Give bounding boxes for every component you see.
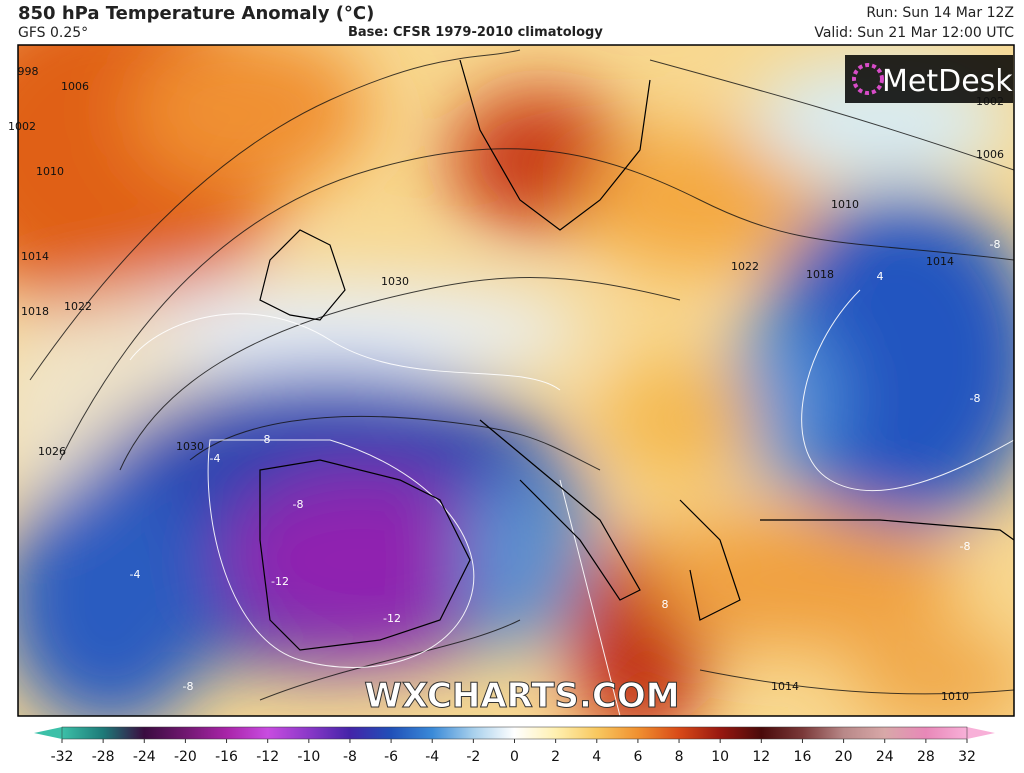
map-frame (17, 44, 1015, 717)
colorbar-right-arrow (967, 727, 995, 739)
contour-label: 4 (877, 270, 884, 283)
colorbar-tick-label: 10 (711, 749, 729, 765)
contour-label: -4 (130, 568, 141, 581)
contour-label: -8 (260, 433, 271, 446)
colorbar-tick-label: 12 (752, 749, 770, 765)
contour-label: 1010 (941, 690, 969, 703)
contour-label: 1014 (771, 680, 799, 693)
contour-label: 1006 (976, 148, 1004, 161)
colorbar-tick-label: 28 (917, 749, 935, 765)
colorbar-tick-label: -16 (215, 749, 238, 765)
contour-label: -12 (271, 575, 289, 588)
colorbar-tick-label: 4 (592, 749, 601, 765)
contour-label: 1002 (8, 120, 36, 133)
contour-label: -8 (990, 238, 1001, 251)
contour-label: 1030 (381, 275, 409, 288)
contour-label: 8 (662, 598, 669, 611)
contour-label: -8 (183, 680, 194, 693)
contour-label: 1010 (36, 165, 64, 178)
colorbar-tick-label: 6 (633, 749, 642, 765)
isobars (29, 49, 1014, 701)
colorbar-tick-label: -10 (297, 749, 320, 765)
colorbar-tick-label: 20 (835, 749, 853, 765)
colorbar-tick-label: -2 (466, 749, 480, 765)
colorbar (61, 726, 968, 740)
contour-label: -12 (383, 612, 401, 625)
contour-label: 1018 (21, 305, 49, 318)
colorbar-tick-label: -24 (133, 749, 156, 765)
valid: Valid: Sun 21 Mar 12:00 UTC (814, 25, 1014, 41)
colorbar-tick-label: -12 (256, 749, 279, 765)
base: Base: CFSR 1979-2010 climatology (348, 25, 603, 40)
colorbar-left-arrow (34, 727, 62, 739)
contour-label: 1014 (21, 250, 49, 263)
contour-label: -4 (210, 452, 221, 465)
contour-label: 1010 (831, 198, 859, 211)
contour-label: -8 (960, 540, 971, 553)
contour-label: 1014 (926, 255, 954, 268)
model: GFS 0.25° (18, 25, 89, 41)
colorbar-tick-label: 8 (675, 749, 684, 765)
colorbar-tick-label: -32 (51, 749, 74, 765)
coastlines (259, 59, 1014, 651)
run: Run: Sun 14 Mar 12Z (866, 5, 1014, 21)
colorbar-tick-label: 32 (958, 749, 976, 765)
logo-box: MetDesk (845, 55, 1013, 103)
colorbar-tick-label: -8 (343, 749, 357, 765)
colorbar-tick-label: 0 (510, 749, 519, 765)
contour-label: -8 (293, 498, 304, 511)
colorbar-tick-label: -4 (425, 749, 439, 765)
contour-label: 1022 (731, 260, 759, 273)
colorbar-tick-label: -20 (174, 749, 197, 765)
contour-label: 1018 (806, 268, 834, 281)
contour-label: 1026 (38, 445, 66, 458)
watermark: WXCHARTS.COM (364, 676, 679, 716)
contour-label: 1022 (64, 300, 92, 313)
contour-label: -8 (970, 392, 981, 405)
colorbar-tick-label: 24 (876, 749, 894, 765)
contour-label: 1002 (976, 95, 1004, 108)
colorbar-tick-label: 2 (551, 749, 560, 765)
logo: MetDesk (882, 64, 1013, 99)
title: 850 hPa Temperature Anomaly (°C) (18, 3, 375, 24)
contour-label: 1030 (176, 440, 204, 453)
field (18, 45, 1014, 716)
colorbar-tick-label: 16 (794, 749, 812, 765)
contour-label: 1006 (61, 80, 89, 93)
colorbar-tick-label: -6 (384, 749, 398, 765)
colorbar-tick-label: -28 (92, 749, 115, 765)
contour-label: 998 (18, 65, 39, 78)
